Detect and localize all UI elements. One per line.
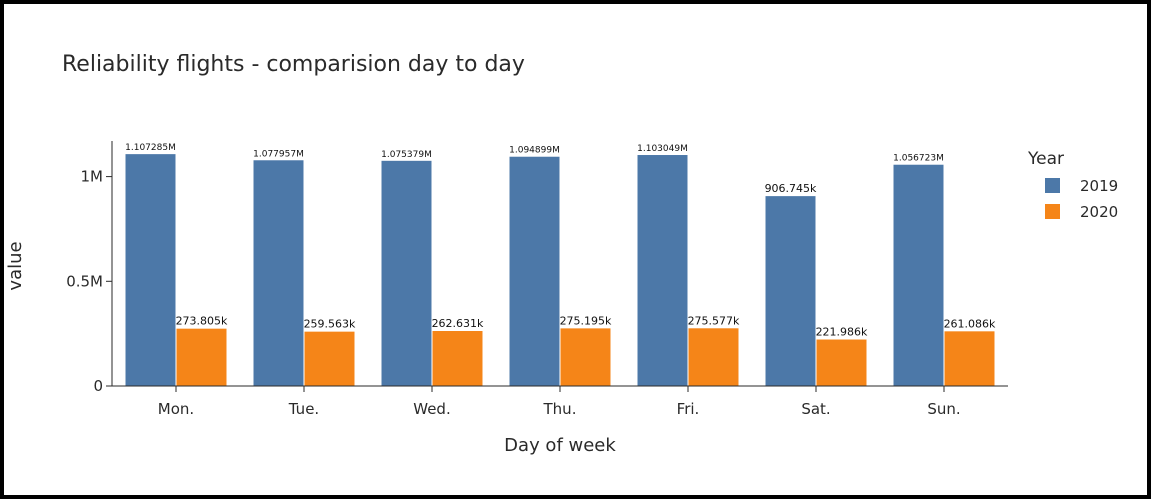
data-label: 262.631k xyxy=(432,317,484,330)
data-label: 1.107285M xyxy=(125,143,176,153)
data-label: 261.086k xyxy=(944,317,996,330)
x-tick-label: Fri. xyxy=(677,400,700,418)
bar-2020-mon xyxy=(176,328,227,386)
legend-label-2020: 2020 xyxy=(1080,203,1118,221)
x-tick-label: Wed. xyxy=(413,400,450,418)
bar-2019-sun xyxy=(893,164,944,386)
legend-label-2019: 2019 xyxy=(1080,177,1118,195)
bar-2020-sat xyxy=(816,339,867,386)
data-label: 275.577k xyxy=(688,314,740,327)
bar-2020-tue xyxy=(304,331,355,386)
x-tick-label: Sun. xyxy=(927,400,960,418)
bar-2020-fri xyxy=(688,328,739,386)
x-tick-label: Thu. xyxy=(543,400,577,418)
legend-swatch-2020 xyxy=(1045,204,1060,219)
data-label: 1.075379M xyxy=(381,150,432,160)
bar-2019-fri xyxy=(637,155,688,386)
data-label: 906.745k xyxy=(765,182,817,195)
data-label: 221.986k xyxy=(816,326,868,339)
data-label: 1.056723M xyxy=(893,154,944,164)
bar-2019-thu xyxy=(509,156,560,386)
x-tick-label: Tue. xyxy=(288,400,319,418)
chart-title: Reliability flights - comparision day to… xyxy=(62,52,525,77)
x-axis-title: Day of week xyxy=(504,435,616,456)
bar-2020-thu xyxy=(560,328,611,386)
y-axis-title: value xyxy=(5,241,26,290)
x-tick-label: Sat. xyxy=(801,400,830,418)
legend-title: Year xyxy=(1027,149,1064,169)
bar-2019-wed xyxy=(381,160,432,386)
bar-2020-wed xyxy=(432,331,483,386)
data-label: 273.805k xyxy=(176,315,228,328)
bar-2019-mon xyxy=(125,154,176,386)
data-label: 1.094899M xyxy=(509,146,560,156)
legend-swatch-2019 xyxy=(1045,178,1060,193)
data-label: 1.103049M xyxy=(637,144,688,154)
data-label: 275.195k xyxy=(560,314,612,327)
y-tick-label: 1M xyxy=(81,168,104,186)
bar-2020-sun xyxy=(944,331,995,386)
plot-area: 1.107285M 1.077957M 1.075379M 1.094899M 1.10… xyxy=(66,141,1008,418)
bar-chart: Reliability flights - comparision day to… xyxy=(5,52,1118,456)
y-tick-label: 0.5M xyxy=(66,272,103,290)
data-label: 1.077957M xyxy=(253,149,304,159)
data-label: 259.563k xyxy=(304,318,356,331)
x-tick-label: Mon. xyxy=(158,400,194,418)
bar-2019-tue xyxy=(253,160,304,386)
legend: Year 2019 2020 xyxy=(1027,149,1118,221)
y-tick-label: 0 xyxy=(93,377,103,395)
bar-2019-sat xyxy=(765,196,816,386)
